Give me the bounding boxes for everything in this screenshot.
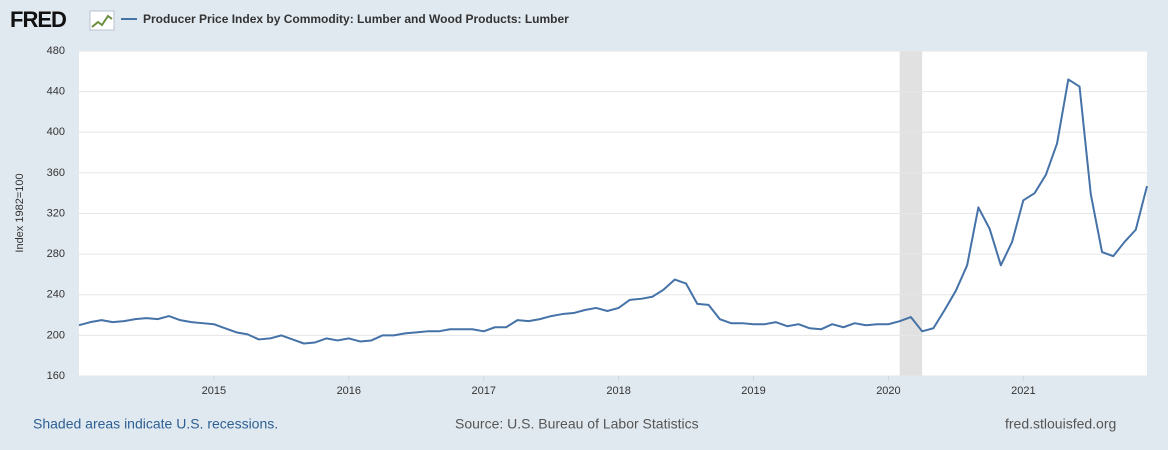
- y-tick-label: 200: [47, 329, 65, 341]
- data-line: [78, 78, 1148, 345]
- logo: FRED: [10, 7, 66, 32]
- logo-icon: [89, 10, 115, 31]
- y-tick-label: 160: [47, 370, 65, 382]
- x-tick-label: 2019: [741, 385, 765, 397]
- x-tick-label: 2018: [606, 385, 630, 397]
- site-url: fred.stlouisfed.org: [1005, 416, 1116, 432]
- x-tick-label: 2015: [202, 385, 226, 397]
- y-tick-label: 280: [47, 248, 65, 260]
- x-tick-label: 2020: [876, 385, 900, 397]
- source: Source: U.S. Bureau of Labor Statistics: [455, 416, 699, 432]
- y-axis-label: Index 1982=100: [14, 173, 26, 252]
- legend-label: Producer Price Index by Commodity: Lumbe…: [143, 12, 569, 26]
- x-tick-label: 2016: [337, 385, 361, 397]
- x-tick-label: 2017: [471, 385, 495, 397]
- y-tick-label: 480: [47, 45, 65, 57]
- recession-note: Shaded areas indicate U.S. recessions.: [33, 416, 278, 432]
- x-tick-label: 2021: [1011, 385, 1035, 397]
- y-tick-label: 240: [47, 289, 65, 301]
- y-tick-label: 320: [47, 207, 65, 219]
- y-tick-label: 440: [47, 86, 65, 98]
- y-tick-label: 400: [47, 126, 65, 138]
- y-tick-label: 360: [47, 167, 65, 179]
